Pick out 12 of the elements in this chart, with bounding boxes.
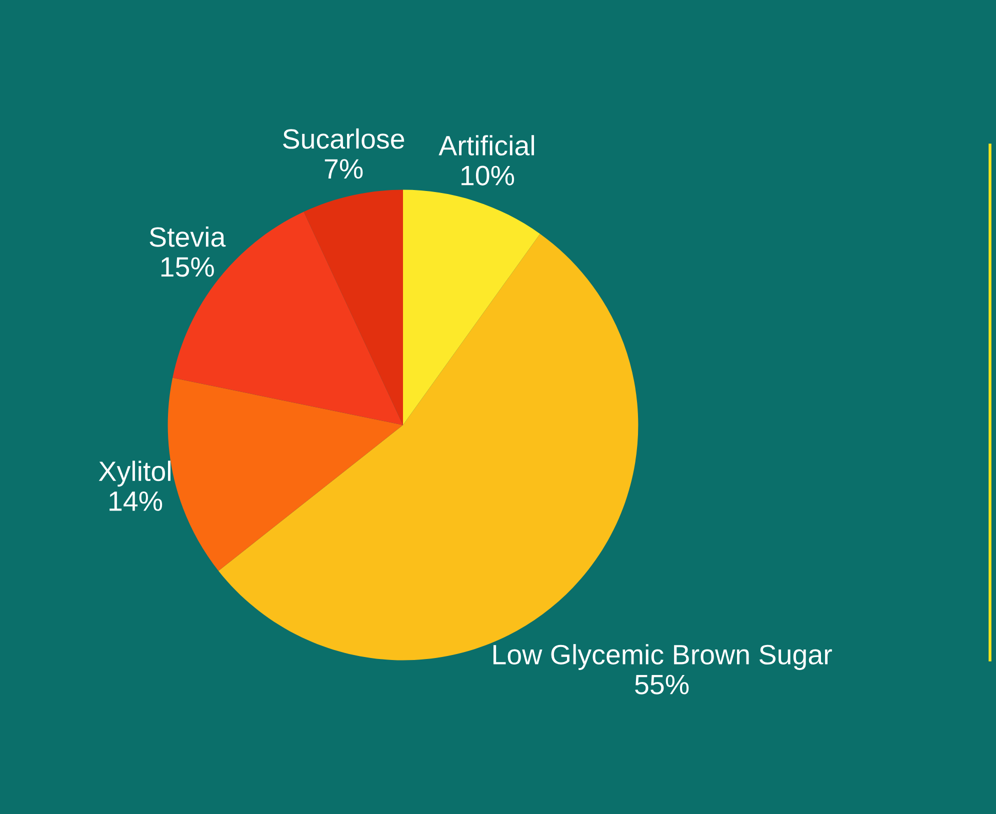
slice-label: Artificial xyxy=(438,135,534,156)
slice-label: Sucarlose xyxy=(283,128,404,149)
data-label: 15% xyxy=(161,257,214,277)
data-label: 14% xyxy=(110,491,162,511)
data-label: 55% xyxy=(635,674,689,694)
data-label: 10% xyxy=(462,166,514,186)
slice-label: Low Glycemic Brown Sugar xyxy=(493,644,832,670)
pie-slice xyxy=(304,190,403,425)
data-label: 7% xyxy=(324,159,363,179)
pie-slice xyxy=(403,190,540,425)
slice-label: Stevia xyxy=(150,226,226,247)
slice-label: Xylitol xyxy=(98,460,170,487)
